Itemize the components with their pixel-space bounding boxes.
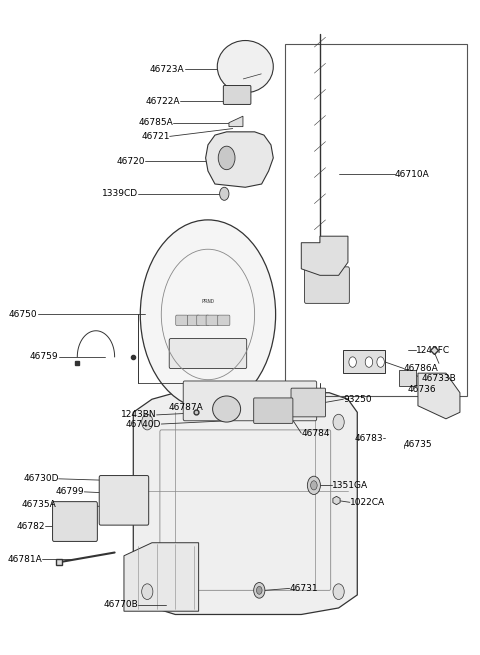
Ellipse shape xyxy=(213,396,240,422)
Polygon shape xyxy=(301,236,348,275)
Circle shape xyxy=(311,481,317,490)
FancyBboxPatch shape xyxy=(187,315,200,326)
Text: 46720: 46720 xyxy=(117,157,145,166)
Text: 46786A: 46786A xyxy=(404,364,439,373)
Text: 1351GA: 1351GA xyxy=(332,481,368,490)
Circle shape xyxy=(365,357,372,367)
Circle shape xyxy=(333,584,344,599)
Text: 46784: 46784 xyxy=(301,428,330,438)
Text: 46759: 46759 xyxy=(30,352,59,362)
Text: 46733B: 46733B xyxy=(421,374,456,383)
FancyBboxPatch shape xyxy=(52,502,97,542)
Polygon shape xyxy=(124,543,199,611)
Polygon shape xyxy=(229,116,243,126)
Text: 46799: 46799 xyxy=(56,487,84,496)
Circle shape xyxy=(140,220,276,409)
FancyBboxPatch shape xyxy=(304,267,349,303)
Text: 46736: 46736 xyxy=(408,385,437,394)
Polygon shape xyxy=(343,350,385,373)
Circle shape xyxy=(218,146,235,170)
Text: 46735A: 46735A xyxy=(22,500,56,510)
Text: 1022CA: 1022CA xyxy=(350,498,385,507)
Text: 93250: 93250 xyxy=(343,395,372,403)
Polygon shape xyxy=(418,373,460,419)
Text: 1339CD: 1339CD xyxy=(102,189,138,198)
FancyBboxPatch shape xyxy=(197,315,209,326)
Circle shape xyxy=(142,584,153,599)
Circle shape xyxy=(349,357,356,367)
Polygon shape xyxy=(133,393,357,614)
Text: PRND: PRND xyxy=(202,299,215,304)
Circle shape xyxy=(256,586,262,594)
Text: 46710A: 46710A xyxy=(395,170,430,179)
Text: 46731: 46731 xyxy=(289,584,318,593)
Circle shape xyxy=(142,414,153,430)
FancyBboxPatch shape xyxy=(169,339,247,369)
FancyBboxPatch shape xyxy=(254,398,293,423)
Text: 46782: 46782 xyxy=(16,522,45,531)
Circle shape xyxy=(220,187,229,200)
Circle shape xyxy=(254,582,265,598)
Text: 46781A: 46781A xyxy=(8,555,42,563)
FancyBboxPatch shape xyxy=(223,86,251,104)
FancyBboxPatch shape xyxy=(99,476,149,525)
Circle shape xyxy=(377,357,384,367)
Text: 1243FC: 1243FC xyxy=(416,346,450,355)
Text: 46785A: 46785A xyxy=(138,118,173,127)
FancyBboxPatch shape xyxy=(176,315,188,326)
Text: 46723A: 46723A xyxy=(150,65,185,74)
FancyBboxPatch shape xyxy=(206,315,218,326)
FancyBboxPatch shape xyxy=(291,388,325,417)
Text: 46740D: 46740D xyxy=(126,420,161,428)
Text: 46722A: 46722A xyxy=(145,97,180,105)
FancyBboxPatch shape xyxy=(218,315,230,326)
Text: 46750: 46750 xyxy=(9,310,37,319)
FancyBboxPatch shape xyxy=(183,381,317,421)
Circle shape xyxy=(307,476,321,495)
Text: 46770B: 46770B xyxy=(103,600,138,609)
Ellipse shape xyxy=(217,41,273,93)
Polygon shape xyxy=(399,370,416,386)
Text: 46735: 46735 xyxy=(404,440,432,449)
Text: 1243BN: 1243BN xyxy=(121,411,156,419)
PathPatch shape xyxy=(205,132,273,187)
Text: 46783: 46783 xyxy=(354,434,383,443)
Circle shape xyxy=(333,414,344,430)
Text: 46721: 46721 xyxy=(141,132,170,141)
Text: 46787A: 46787A xyxy=(168,403,204,411)
Text: 46730D: 46730D xyxy=(23,474,59,483)
